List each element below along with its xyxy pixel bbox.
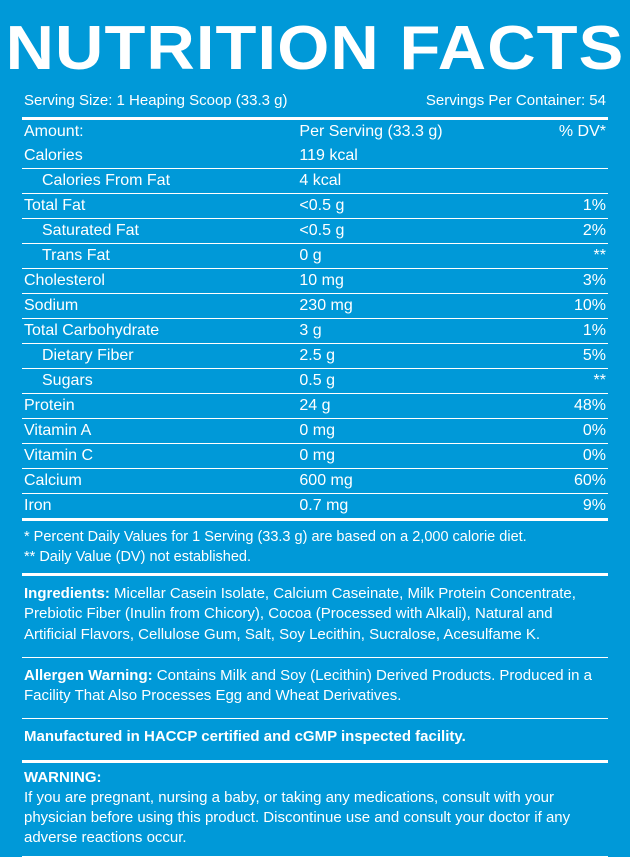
serving-info-row: Serving Size: 1 Heaping Scoop (33.3 g) S… (22, 88, 608, 117)
nutrition-facts-title: NUTRITION FACTS (0, 18, 630, 80)
nutrient-name: Iron (22, 494, 297, 519)
table-row: Trans Fat0 g** (22, 244, 608, 269)
nutrient-dv: 0% (503, 419, 609, 444)
nutrient-amount: 4 kcal (297, 169, 502, 194)
nutrient-amount: 0.7 mg (297, 494, 502, 519)
nutrient-dv: 1% (503, 319, 609, 344)
table-header-row: Amount: Per Serving (33.3 g) % DV* (22, 120, 608, 144)
nutrient-dv: 1% (503, 194, 609, 219)
nutrient-amount: 600 mg (297, 469, 502, 494)
nutrient-dv: 48% (503, 394, 609, 419)
table-row: Calcium600 mg60% (22, 469, 608, 494)
nutrient-name: Sodium (22, 294, 297, 319)
nutrient-amount: 2.5 g (297, 344, 502, 369)
nutrient-dv: 10% (503, 294, 609, 319)
allergen-label: Allergen Warning: (24, 667, 157, 684)
manufactured-section: Manufactured in HACCP certified and cGMP… (22, 719, 608, 759)
manufactured-text: Manufactured in HACCP certified and cGMP… (24, 728, 466, 745)
allergen-section: Allergen Warning: Contains Milk and Soy … (22, 658, 608, 719)
table-row: Saturated Fat<0.5 g2% (22, 219, 608, 244)
header-amount: Amount: (22, 120, 297, 144)
table-row: Calories From Fat4 kcal (22, 169, 608, 194)
nutrient-name: Dietary Fiber (22, 344, 297, 369)
serving-size: Serving Size: 1 Heaping Scoop (33.3 g) (24, 92, 288, 109)
table-row: Total Fat<0.5 g1% (22, 194, 608, 219)
nutrient-dv: ** (503, 369, 609, 394)
nutrient-name: Vitamin A (22, 419, 297, 444)
table-row: Cholesterol10 mg3% (22, 269, 608, 294)
nutrient-name: Protein (22, 394, 297, 419)
nutrient-name: Sugars (22, 369, 297, 394)
nutrient-dv: 0% (503, 444, 609, 469)
table-row: Vitamin A0 mg0% (22, 419, 608, 444)
table-row: Protein24 g48% (22, 394, 608, 419)
nutrient-dv: 9% (503, 494, 609, 519)
nutrient-dv (503, 169, 609, 194)
table-row: Sugars0.5 g** (22, 369, 608, 394)
table-row: Calories119 kcal (22, 144, 608, 169)
table-row: Iron0.7 mg9% (22, 494, 608, 519)
nutrient-name: Calories (22, 144, 297, 169)
footnotes: * Percent Daily Values for 1 Serving (33… (22, 521, 608, 573)
nutrient-name: Calories From Fat (22, 169, 297, 194)
table-row: Total Carbohydrate3 g1% (22, 319, 608, 344)
nutrient-amount: 230 mg (297, 294, 502, 319)
servings-per-container: Servings Per Container: 54 (426, 92, 606, 109)
nutrient-dv: 3% (503, 269, 609, 294)
nutrient-name: Total Fat (22, 194, 297, 219)
table-row: Vitamin C0 mg0% (22, 444, 608, 469)
nutrient-amount: 0 mg (297, 419, 502, 444)
nutrient-amount: 0 mg (297, 444, 502, 469)
warning-text: If you are pregnant, nursing a baby, or … (22, 786, 608, 857)
table-row: Dietary Fiber2.5 g5% (22, 344, 608, 369)
ingredients-section: Ingredients: Micellar Casein Isolate, Ca… (22, 576, 608, 657)
table-row: Sodium230 mg10% (22, 294, 608, 319)
nutrient-amount: 0.5 g (297, 369, 502, 394)
nutrient-amount: 3 g (297, 319, 502, 344)
nutrient-dv: 5% (503, 344, 609, 369)
nutrient-amount: <0.5 g (297, 219, 502, 244)
footnote-dv: * Percent Daily Values for 1 Serving (33… (24, 527, 606, 547)
nutrient-name: Total Carbohydrate (22, 319, 297, 344)
nutrient-dv (503, 144, 609, 169)
nutrient-name: Saturated Fat (22, 219, 297, 244)
nutrient-name: Calcium (22, 469, 297, 494)
nutrient-amount: <0.5 g (297, 194, 502, 219)
ingredients-label: Ingredients: (24, 585, 114, 602)
nutrient-name: Vitamin C (22, 444, 297, 469)
nutrient-name: Trans Fat (22, 244, 297, 269)
nutrient-amount: 24 g (297, 394, 502, 419)
nutrient-name: Cholesterol (22, 269, 297, 294)
header-per-serving: Per Serving (33.3 g) (297, 120, 502, 144)
nutrition-table: Amount: Per Serving (33.3 g) % DV* Calor… (22, 120, 608, 518)
warning-title: WARNING: (22, 763, 608, 786)
nutrient-dv: ** (503, 244, 609, 269)
footnote-not-established: ** Daily Value (DV) not established. (24, 547, 606, 567)
nutrient-amount: 119 kcal (297, 144, 502, 169)
nutrient-dv: 2% (503, 219, 609, 244)
nutrient-amount: 10 mg (297, 269, 502, 294)
nutrient-dv: 60% (503, 469, 609, 494)
header-dv: % DV* (503, 120, 609, 144)
nutrient-amount: 0 g (297, 244, 502, 269)
